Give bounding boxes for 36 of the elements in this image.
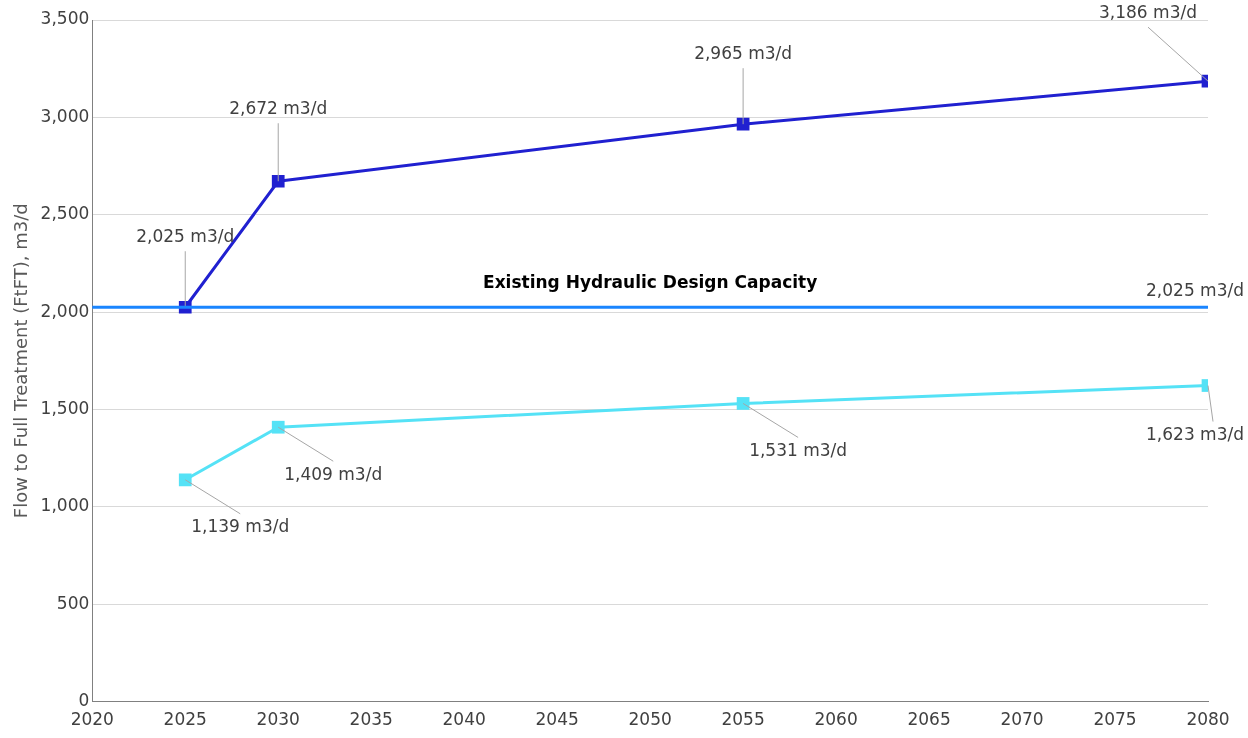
x-tick-label: 2055 [721,709,765,730]
y-tick-label: 2,500 [40,203,90,224]
annotation: 2,025 m3/d [1146,279,1244,300]
x-tick-label: 2070 [1000,709,1044,730]
point [736,397,750,410]
data-label: 3,186 m3/d [1099,1,1197,22]
point [178,473,192,487]
data-label: 2,025 m3/d [136,225,235,246]
x-tick-label: 2065 [907,709,951,730]
data-label: 1,409 m3/d [284,463,383,484]
y-tick-label: 0 [78,690,90,711]
data-label: 2,965 m3/d [694,42,793,63]
y-tick-label: 3,000 [40,105,90,126]
x-tick-label: 2045 [535,709,579,730]
y-tick-label: 1,000 [40,495,90,516]
y-tick-label: 3,500 [40,8,90,29]
y-tick-label: 2,000 [40,300,90,321]
x-tick-label: 2060 [814,709,858,730]
data-label: 1,139 m3/d [191,516,290,537]
y-axis-title: Flow to Full Treatment (FtFT), m3/d [10,203,32,519]
x-tick-label: 2025 [163,709,207,730]
data-label: 1,623 m3/d [1146,423,1244,444]
ref-line-label: Existing Hydraulic Design Capacity [483,271,818,292]
point [271,174,285,188]
x-tick-label: 2040 [442,709,486,730]
data-label: 2,672 m3/d [229,97,328,118]
x-tick-label: 2030 [256,709,300,730]
data-label: 1,531 m3/d [749,439,848,460]
point [271,420,285,434]
y-tick-label: 500 [56,592,90,613]
x-tick-label: 2050 [628,709,672,730]
x-tick-label: 2075 [1093,709,1137,730]
x-tick-label: 2020 [70,709,114,730]
x-tick-label: 2035 [349,709,393,730]
x-tick-label: 2080 [1186,709,1230,730]
y-tick-label: 1,500 [40,397,90,418]
